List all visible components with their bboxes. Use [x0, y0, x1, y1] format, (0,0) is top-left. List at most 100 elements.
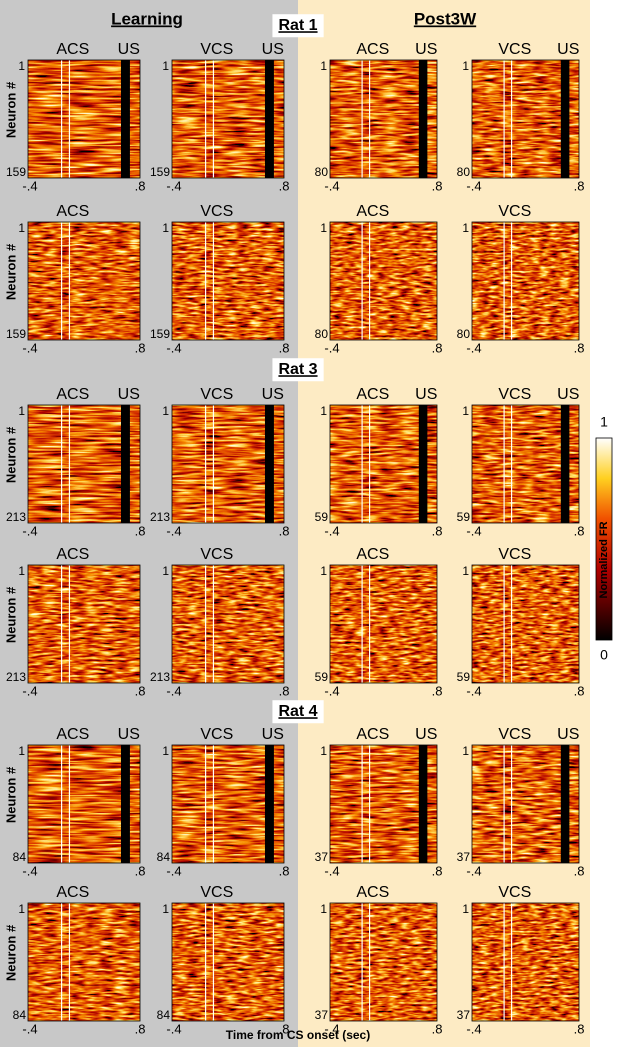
- us-bar: [560, 60, 570, 178]
- first-neuron: 1: [162, 902, 169, 916]
- x-tick-start: -.4: [22, 340, 37, 355]
- heatmap: [172, 565, 284, 683]
- heatmap: [172, 903, 284, 1021]
- panel-title: ACS: [356, 41, 389, 58]
- x-tick-start: -.4: [22, 863, 37, 878]
- us-bar: [264, 60, 274, 178]
- heatmap: [28, 565, 140, 683]
- x-tick-end: .8: [279, 683, 290, 698]
- heatmap: [330, 565, 437, 683]
- first-neuron: 1: [162, 564, 169, 578]
- x-tick-end: .8: [135, 863, 146, 878]
- last-neuron: 159: [6, 327, 26, 341]
- panel-title: ACS: [56, 203, 89, 220]
- first-neuron: 1: [462, 59, 469, 73]
- x-axis-label: Time from CS onset (sec): [226, 1028, 370, 1042]
- last-neuron: 84: [13, 1008, 27, 1022]
- y-axis-label: Neuron #: [3, 766, 18, 823]
- panel-frame: [471, 902, 580, 1022]
- us-bar: [560, 405, 570, 523]
- first-neuron: 1: [462, 221, 469, 235]
- x-tick-start: -.4: [22, 1021, 37, 1036]
- panel-title: ACS: [56, 884, 89, 901]
- y-axis-label: Neuron #: [3, 586, 18, 643]
- first-neuron: 1: [462, 902, 469, 916]
- us-label: US: [415, 726, 437, 743]
- x-tick-start: -.4: [466, 178, 481, 193]
- x-tick-end: .8: [135, 1021, 146, 1036]
- first-neuron: 1: [18, 744, 25, 758]
- last-neuron: 59: [315, 670, 329, 684]
- heatmap: [472, 565, 579, 683]
- panel-title: VCS: [498, 726, 531, 743]
- last-neuron: 59: [315, 510, 329, 524]
- panel-title: ACS: [56, 41, 89, 58]
- x-tick-end: .8: [432, 523, 443, 538]
- us-label: US: [557, 41, 579, 58]
- last-neuron: 37: [315, 1008, 329, 1022]
- colorbar-bottom: 0: [600, 647, 608, 663]
- x-tick-end: .8: [135, 683, 146, 698]
- x-tick-end: .8: [574, 683, 585, 698]
- heatmap: [172, 222, 284, 340]
- x-tick-start: -.4: [466, 340, 481, 355]
- panel-title: ACS: [356, 386, 389, 403]
- x-tick-end: .8: [574, 863, 585, 878]
- us-bar: [120, 405, 130, 523]
- panel-frame: [329, 902, 438, 1022]
- us-label: US: [415, 386, 437, 403]
- x-tick-start: -.4: [22, 523, 37, 538]
- first-neuron: 1: [162, 744, 169, 758]
- heatmap: [28, 222, 140, 340]
- heatmap: [472, 903, 579, 1021]
- panel-frame: [171, 902, 285, 1022]
- x-tick-end: .8: [279, 340, 290, 355]
- panel-title: VCS: [200, 41, 233, 58]
- x-tick-start: -.4: [166, 178, 181, 193]
- last-neuron: 213: [150, 510, 170, 524]
- panel-title: VCS: [200, 203, 233, 220]
- first-neuron: 1: [320, 404, 327, 418]
- x-tick-end: .8: [574, 523, 585, 538]
- panel-frame: [329, 564, 438, 684]
- us-label: US: [118, 386, 140, 403]
- header-learning: Learning: [111, 9, 183, 28]
- x-tick-end: .8: [135, 523, 146, 538]
- first-neuron: 1: [462, 404, 469, 418]
- first-neuron: 1: [18, 221, 25, 235]
- x-tick-end: .8: [279, 863, 290, 878]
- x-tick-end: .8: [279, 523, 290, 538]
- first-neuron: 1: [320, 564, 327, 578]
- x-tick-start: -.4: [166, 863, 181, 878]
- last-neuron: 59: [457, 510, 471, 524]
- panel-title: VCS: [200, 386, 233, 403]
- first-neuron: 1: [18, 564, 25, 578]
- x-tick-end: .8: [135, 340, 146, 355]
- panel-frame: [171, 221, 285, 341]
- panel-frame: [471, 564, 580, 684]
- panel-title: VCS: [200, 546, 233, 563]
- x-tick-end: .8: [432, 863, 443, 878]
- us-label: US: [557, 726, 579, 743]
- panel-title: ACS: [356, 546, 389, 563]
- first-neuron: 1: [462, 744, 469, 758]
- us-label: US: [557, 386, 579, 403]
- us-label: US: [262, 726, 284, 743]
- panel-frame: [171, 404, 285, 524]
- last-neuron: 213: [6, 670, 26, 684]
- panel-title: ACS: [56, 386, 89, 403]
- first-neuron: 1: [462, 564, 469, 578]
- panel-frame: [27, 404, 141, 524]
- panel-title: VCS: [498, 386, 531, 403]
- first-neuron: 1: [162, 404, 169, 418]
- last-neuron: 159: [150, 165, 170, 179]
- panel-title: ACS: [56, 726, 89, 743]
- panel-frame: [171, 744, 285, 864]
- us-bar: [418, 60, 428, 178]
- last-neuron: 84: [13, 850, 27, 864]
- x-tick-start: -.4: [22, 178, 37, 193]
- us-label: US: [262, 386, 284, 403]
- panel-title: VCS: [498, 546, 531, 563]
- panel-title: ACS: [56, 546, 89, 563]
